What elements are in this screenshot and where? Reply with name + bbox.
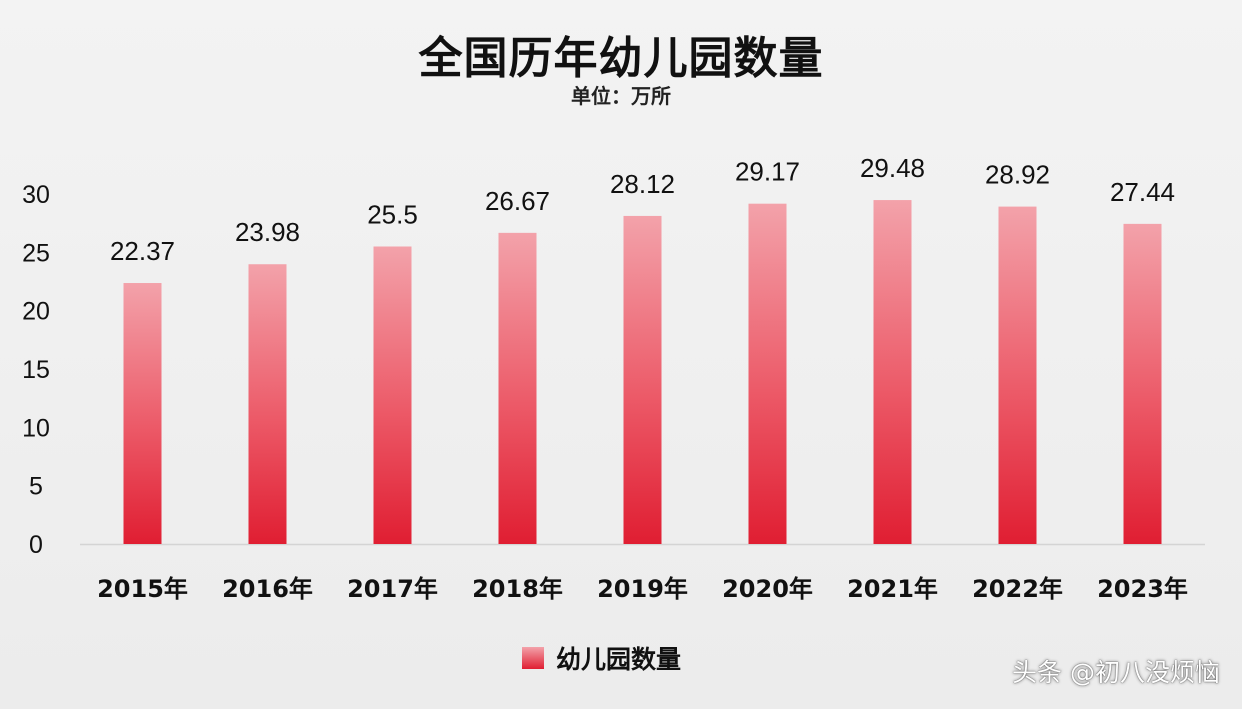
data-label-2019年: 28.12 — [610, 169, 675, 199]
x-tick-label-2015年: 2015年 — [97, 575, 188, 603]
x-tick-label-2019年: 2019年 — [597, 575, 688, 603]
bar-2020年 — [748, 203, 787, 544]
watermark-text: 头条 @初八没烦恼 — [1012, 658, 1220, 687]
data-label-2023年: 27.44 — [1110, 177, 1175, 207]
y-tick-label-10: 10 — [22, 414, 50, 442]
x-tick-label-2020年: 2020年 — [722, 575, 813, 603]
chart-subtitle: 单位：万所 — [571, 84, 671, 108]
y-tick-label-20: 20 — [22, 298, 50, 326]
data-label-2016年: 23.98 — [235, 217, 300, 247]
data-label-2020年: 29.17 — [735, 157, 800, 187]
bar-2021年 — [873, 200, 912, 545]
data-label-2021年: 29.48 — [860, 153, 925, 183]
bar-2019年 — [623, 215, 662, 544]
x-tick-label-2021年: 2021年 — [847, 575, 938, 603]
bar-2015年 — [123, 283, 162, 544]
bar-2023年 — [1123, 223, 1162, 544]
x-tick-label-2022年: 2022年 — [972, 575, 1063, 603]
x-tick-label-2023年: 2023年 — [1097, 575, 1188, 603]
bar-2016年 — [248, 264, 287, 544]
y-tick-label-5: 5 — [29, 473, 43, 501]
data-label-2018年: 26.67 — [485, 186, 550, 216]
x-tick-label-2018年: 2018年 — [472, 575, 563, 603]
y-tick-label-25: 25 — [22, 239, 50, 267]
y-tick-label-0: 0 — [29, 531, 43, 559]
bar-2017年 — [373, 246, 412, 544]
chart-title: 全国历年幼儿园数量 — [418, 33, 824, 84]
y-tick-label-30: 30 — [22, 181, 50, 209]
bar-2022年 — [998, 206, 1037, 544]
x-tick-label-2017年: 2017年 — [347, 575, 438, 603]
bar-2018年 — [498, 232, 537, 544]
data-label-2022年: 28.92 — [985, 160, 1050, 190]
y-tick-label-15: 15 — [22, 356, 50, 384]
legend-swatch — [522, 647, 544, 669]
data-label-2015年: 22.37 — [110, 236, 175, 266]
data-label-2017年: 25.5 — [367, 200, 418, 230]
legend-label: 幼儿园数量 — [556, 645, 681, 674]
x-tick-label-2016年: 2016年 — [222, 575, 313, 603]
